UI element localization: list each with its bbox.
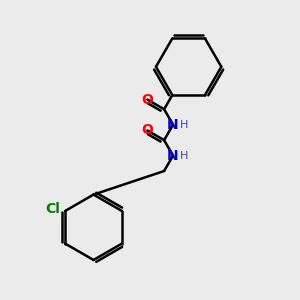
Text: H: H	[180, 151, 188, 160]
Text: N: N	[167, 148, 179, 163]
Text: N: N	[167, 118, 179, 132]
Text: H: H	[180, 120, 188, 130]
Text: O: O	[141, 124, 153, 137]
Text: Cl: Cl	[45, 202, 60, 216]
Text: O: O	[141, 93, 153, 106]
